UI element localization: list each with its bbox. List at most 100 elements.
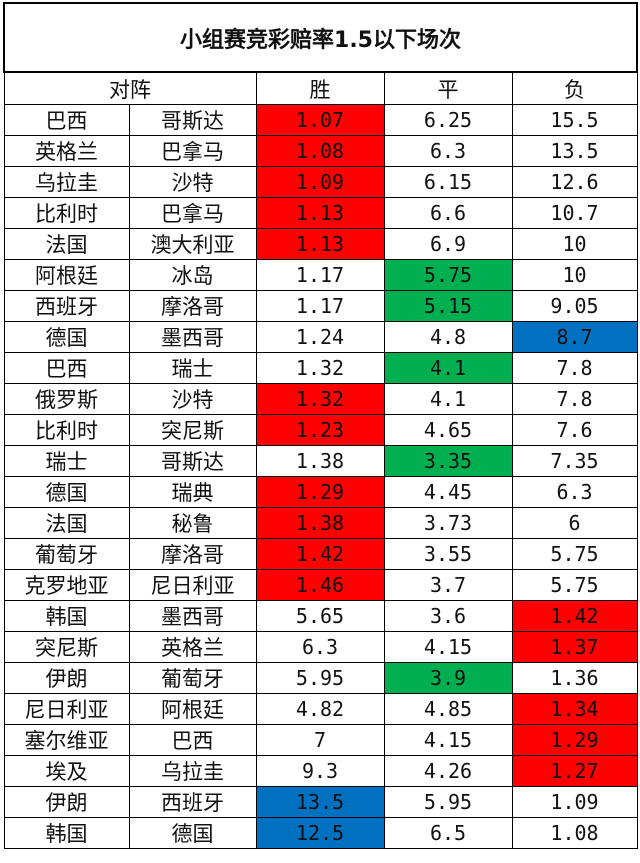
away-team-cell: 英格兰	[128, 631, 257, 663]
win-odds-cell: 1.38	[255, 445, 385, 477]
away-team-cell: 秘鲁	[128, 507, 257, 539]
draw-odds-cell: 4.15	[383, 631, 513, 663]
home-team-cell: 巴西	[3, 352, 130, 384]
table-row: 俄罗斯 沙特 1.32 4.1 7.8	[3, 383, 638, 415]
loss-odds-cell: 6.3	[511, 476, 638, 508]
away-team-cell: 德国	[128, 817, 257, 849]
home-team-cell: 埃及	[3, 755, 130, 787]
table-row: 乌拉圭 沙特 1.09 6.15 12.6	[3, 166, 638, 198]
win-odds-cell: 1.09	[255, 166, 385, 198]
loss-odds-cell: 1.37	[511, 631, 638, 663]
loss-odds-cell: 7.35	[511, 445, 638, 477]
draw-odds-cell: 4.45	[383, 476, 513, 508]
draw-odds-cell: 3.73	[383, 507, 513, 539]
loss-odds-cell: 10.7	[511, 197, 638, 229]
draw-odds-cell: 3.7	[383, 569, 513, 601]
header-row: 对阵 胜 平 负	[3, 71, 638, 105]
home-team-cell: 德国	[3, 476, 130, 508]
home-team-cell: 伊朗	[3, 786, 130, 818]
draw-odds-cell: 3.6	[383, 600, 513, 632]
away-team-cell: 巴西	[128, 724, 257, 756]
home-team-cell: 葡萄牙	[3, 538, 130, 570]
table-row: 德国 瑞典 1.29 4.45 6.3	[3, 476, 638, 508]
home-team-cell: 伊朗	[3, 662, 130, 694]
draw-odds-cell: 6.3	[383, 135, 513, 167]
title-row: 小组赛竞彩赔率1.5以下场次	[2, 2, 639, 73]
away-team-cell: 乌拉圭	[128, 755, 257, 787]
away-team-cell: 突尼斯	[128, 414, 257, 446]
header-matchup: 对阵	[3, 71, 257, 105]
home-team-cell: 法国	[3, 507, 130, 539]
win-odds-cell: 1.42	[255, 538, 385, 570]
home-team-cell: 尼日利亚	[3, 693, 130, 725]
draw-odds-cell: 3.55	[383, 538, 513, 570]
win-odds-cell: 1.24	[255, 321, 385, 353]
header-win: 胜	[255, 71, 385, 105]
away-team-cell: 澳大利亚	[128, 228, 257, 260]
table-row: 巴西 哥斯达 1.07 6.25 15.5	[3, 104, 638, 136]
loss-odds-cell: 9.05	[511, 290, 638, 322]
table-row: 法国 秘鲁 1.38 3.73 6	[3, 507, 638, 539]
win-odds-cell: 1.08	[255, 135, 385, 167]
home-team-cell: 瑞士	[3, 445, 130, 477]
away-team-cell: 冰岛	[128, 259, 257, 291]
away-team-cell: 瑞士	[128, 352, 257, 384]
away-team-cell: 哥斯达	[128, 104, 257, 136]
home-team-cell: 比利时	[3, 414, 130, 446]
away-team-cell: 墨西哥	[128, 600, 257, 632]
away-team-cell: 西班牙	[128, 786, 257, 818]
win-odds-cell: 1.38	[255, 507, 385, 539]
loss-odds-cell: 1.27	[511, 755, 638, 787]
draw-odds-cell: 6.9	[383, 228, 513, 260]
win-odds-cell: 1.13	[255, 197, 385, 229]
win-odds-cell: 1.32	[255, 383, 385, 415]
home-team-cell: 西班牙	[3, 290, 130, 322]
home-team-cell: 塞尔维亚	[3, 724, 130, 756]
win-odds-cell: 4.82	[255, 693, 385, 725]
draw-odds-cell: 4.8	[383, 321, 513, 353]
loss-odds-cell: 1.34	[511, 693, 638, 725]
draw-odds-cell: 4.85	[383, 693, 513, 725]
table-row: 法国 澳大利亚 1.13 6.9 10	[3, 228, 638, 260]
table-row: 伊朗 西班牙 13.5 5.95 1.09	[3, 786, 638, 818]
win-odds-cell: 13.5	[255, 786, 385, 818]
home-team-cell: 乌拉圭	[3, 166, 130, 198]
table-row: 埃及 乌拉圭 9.3 4.26 1.27	[3, 755, 638, 787]
draw-odds-cell: 3.35	[383, 445, 513, 477]
win-odds-cell: 12.5	[255, 817, 385, 849]
home-team-cell: 俄罗斯	[3, 383, 130, 415]
header-draw: 平	[383, 71, 513, 105]
table-row: 尼日利亚 阿根廷 4.82 4.85 1.34	[3, 693, 638, 725]
table-row: 韩国 墨西哥 5.65 3.6 1.42	[3, 600, 638, 632]
draw-odds-cell: 6.5	[383, 817, 513, 849]
home-team-cell: 克罗地亚	[3, 569, 130, 601]
win-odds-cell: 5.95	[255, 662, 385, 694]
away-team-cell: 沙特	[128, 166, 257, 198]
loss-odds-cell: 8.7	[511, 321, 638, 353]
table-row: 克罗地亚 尼日利亚 1.46 3.7 5.75	[3, 569, 638, 601]
table-row: 伊朗 葡萄牙 5.95 3.9 1.36	[3, 662, 638, 694]
table-row: 韩国 德国 12.5 6.5 1.08	[3, 817, 638, 849]
draw-odds-cell: 4.65	[383, 414, 513, 446]
away-team-cell: 葡萄牙	[128, 662, 257, 694]
draw-odds-cell: 4.1	[383, 352, 513, 384]
table-row: 塞尔维亚 巴西 7 4.15 1.29	[3, 724, 638, 756]
loss-odds-cell: 15.5	[511, 104, 638, 136]
loss-odds-cell: 6	[511, 507, 638, 539]
home-team-cell: 法国	[3, 228, 130, 260]
table-row: 西班牙 摩洛哥 1.17 5.15 9.05	[3, 290, 638, 322]
home-team-cell: 突尼斯	[3, 631, 130, 663]
loss-odds-cell: 10	[511, 228, 638, 260]
table-row: 德国 墨西哥 1.24 4.8 8.7	[3, 321, 638, 353]
home-team-cell: 韩国	[3, 817, 130, 849]
win-odds-cell: 1.46	[255, 569, 385, 601]
win-odds-cell: 1.32	[255, 352, 385, 384]
win-odds-cell: 6.3	[255, 631, 385, 663]
home-team-cell: 英格兰	[3, 135, 130, 167]
draw-odds-cell: 6.25	[383, 104, 513, 136]
win-odds-cell: 9.3	[255, 755, 385, 787]
loss-odds-cell: 7.8	[511, 383, 638, 415]
loss-odds-cell: 1.36	[511, 662, 638, 694]
loss-odds-cell: 1.42	[511, 600, 638, 632]
loss-odds-cell: 1.29	[511, 724, 638, 756]
